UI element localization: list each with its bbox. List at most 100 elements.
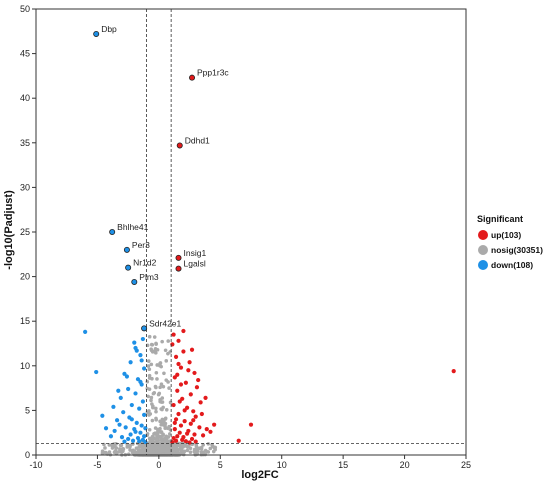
down-point [122, 371, 127, 376]
nosig-point [137, 445, 141, 449]
nosig-point [161, 384, 166, 389]
down-point [126, 436, 131, 442]
nosig-point [150, 418, 155, 423]
nosig-point [159, 364, 163, 369]
nosig-point [160, 400, 165, 404]
nosig-point [160, 339, 164, 344]
down-point [140, 399, 145, 404]
up-point [193, 439, 198, 444]
down-point [130, 438, 136, 443]
labeled-point-ddhd1 [176, 142, 183, 149]
nosig-point [157, 449, 161, 453]
nosig-point [152, 451, 157, 455]
nosig-point [148, 436, 152, 441]
up-point [199, 411, 204, 417]
up-point [178, 423, 184, 428]
gene-label-sdr42e1: Sdr42e1 [149, 318, 181, 328]
x-axis-title: log2FC [241, 469, 278, 481]
nosig-point [147, 334, 152, 339]
legend-entry-label: nosig(30351) [491, 245, 543, 255]
up-point [208, 429, 213, 434]
down-point [128, 432, 133, 437]
up-point [191, 409, 196, 414]
down-point [135, 377, 141, 382]
x-tick-label: 5 [218, 460, 223, 470]
nosig-point [145, 379, 150, 384]
up-point [189, 436, 195, 442]
nosig-point [148, 412, 153, 416]
nosig-point [128, 443, 133, 448]
nosig-point [161, 419, 166, 423]
labeled-point-per3 [123, 246, 130, 253]
nosig-point [155, 363, 160, 367]
nosig-point [145, 386, 150, 391]
nosig-point [149, 398, 153, 403]
legend-title: Significant [477, 214, 523, 224]
down-point [128, 360, 133, 365]
plot-frame [35, 8, 467, 456]
nosig-point [164, 359, 169, 363]
nosig-point [179, 448, 184, 452]
nosig-point [107, 443, 112, 447]
up-point [248, 422, 254, 427]
nosig-point [163, 348, 168, 353]
y-tick-label: 45 [20, 49, 30, 59]
down-point [142, 412, 147, 417]
gene-label-nr1d2: Nr1d2 [133, 258, 156, 268]
up-point [196, 377, 201, 383]
labeled-point-lgalsl [175, 265, 182, 272]
up-point [204, 427, 209, 432]
nosig-point [149, 347, 153, 352]
nosig-point [210, 442, 214, 447]
gene-label-lgalsl: Lgalsl [184, 259, 206, 269]
up-point [171, 435, 176, 441]
nosig-point [155, 434, 159, 438]
up-point [172, 375, 177, 380]
nosig-point [150, 376, 154, 381]
legend-entry-label: up(103) [491, 230, 521, 240]
nosig-point [155, 377, 159, 381]
nosig-point [166, 440, 170, 445]
legend-entry-label: down(108) [491, 260, 533, 270]
x-tick-label: 25 [461, 460, 471, 470]
up-point [181, 349, 186, 354]
nosig-point [103, 450, 108, 455]
down-point [103, 426, 109, 431]
up-point [171, 402, 176, 408]
nosig-point [206, 442, 211, 446]
down-point [138, 430, 143, 435]
down-point [114, 418, 120, 423]
up-point [171, 332, 176, 337]
up-point [172, 420, 177, 425]
nosig-point [146, 394, 150, 399]
nosig-point [146, 364, 151, 368]
nosig-point [161, 405, 165, 410]
nosig-point [153, 384, 158, 389]
nosig-point [138, 450, 143, 455]
down-point [116, 388, 121, 393]
down-point [83, 329, 88, 335]
gene-label-insig1: Insig1 [184, 248, 207, 258]
nosig-point [134, 446, 139, 450]
nosig-point [160, 396, 165, 400]
down-point [94, 369, 99, 375]
nosig-point [160, 446, 165, 450]
nosig-point [164, 378, 169, 382]
nosig-point [159, 437, 163, 442]
nosig-point [146, 359, 151, 363]
nosig-point [170, 447, 175, 452]
x-tick-label: 10 [277, 460, 287, 470]
nosig-point [185, 448, 190, 453]
nosig-point [121, 446, 125, 451]
legend: Significant up(103) nosig(30351) down(108) [477, 214, 543, 270]
nosig-point [149, 445, 153, 450]
up-point [212, 422, 217, 427]
gene-label-bhlhe41: Bhlhe41 [117, 222, 148, 232]
up-point [200, 433, 206, 438]
labeled-point-ppp1r3c [189, 74, 196, 81]
nosig-point [152, 335, 157, 339]
nosig-point [192, 447, 197, 452]
y-tick-label: 40 [20, 93, 30, 103]
down-point [129, 417, 134, 422]
down-point [134, 348, 139, 353]
